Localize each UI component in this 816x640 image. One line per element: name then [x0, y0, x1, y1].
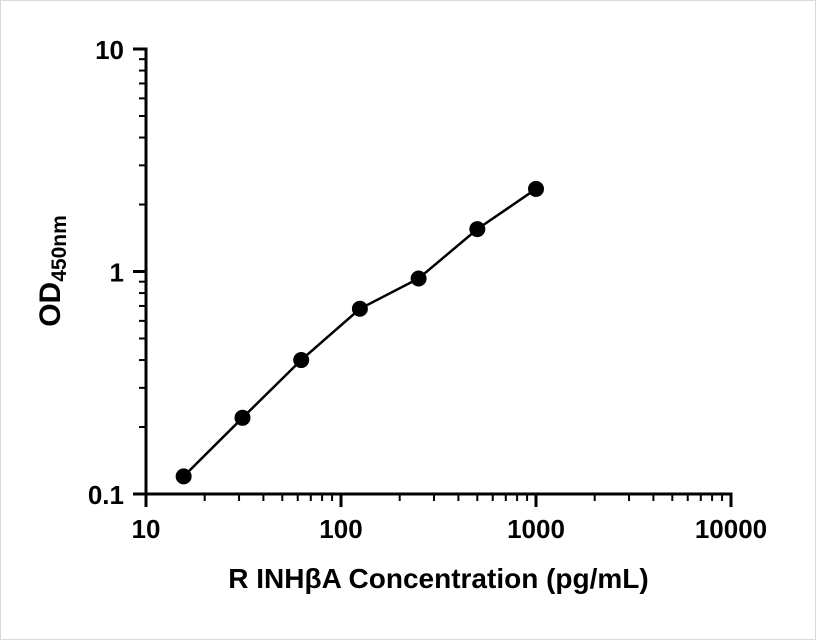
- x-tick-label: 10: [132, 514, 161, 544]
- x-tick-label: 1000: [507, 514, 565, 544]
- y-axis-title-subscript: 450nm: [48, 215, 71, 282]
- data-point-marker: [175, 468, 192, 485]
- y-tick-label: 0.1: [88, 480, 124, 510]
- data-point-marker: [528, 180, 544, 197]
- data-point-marker: [351, 300, 368, 317]
- data-point-marker: [410, 270, 427, 287]
- y-tick-label: 10: [95, 35, 124, 65]
- y-axis-title-main: OD: [34, 281, 67, 327]
- x-tick-label: 100: [319, 514, 362, 544]
- data-point-marker: [293, 352, 310, 369]
- data-point-marker: [234, 409, 251, 426]
- data-point-marker: [469, 221, 486, 238]
- x-axis-title: R INHβA Concentration (pg/mL): [228, 563, 649, 594]
- y-axis-title: OD450nm: [34, 215, 72, 327]
- y-tick-label: 1: [110, 258, 124, 288]
- x-tick-label: 10000: [695, 514, 767, 544]
